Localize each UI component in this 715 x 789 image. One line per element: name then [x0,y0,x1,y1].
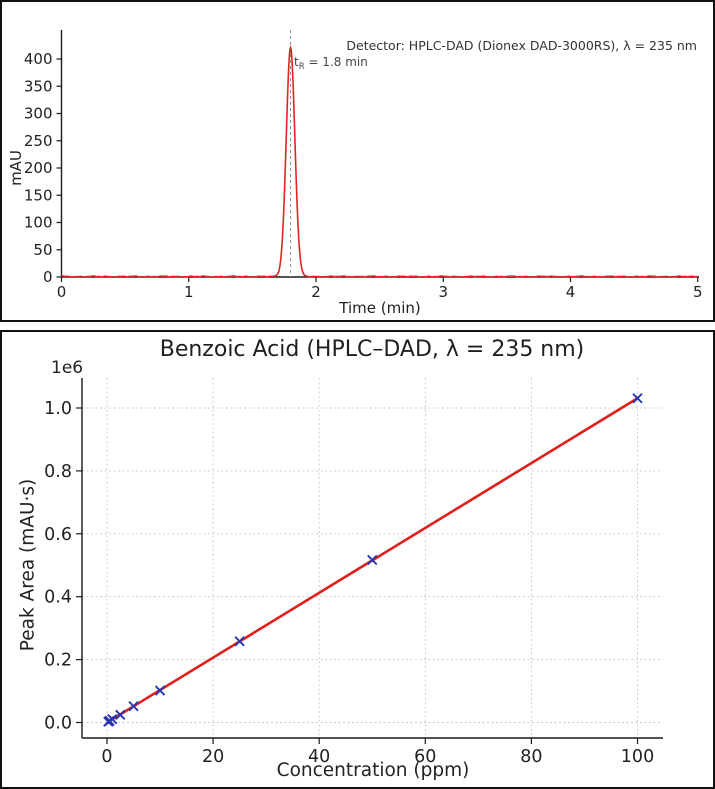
data-point-marker [154,685,166,696]
marker-stroke [115,709,126,720]
x-tick-label: 80 [520,747,542,767]
data-point-marker [115,709,126,720]
y-axis-offset-label: 1e6 [51,358,84,378]
y-tick-label: 0.8 [44,462,72,482]
chromatogram-x-axis-label: Time (min) [339,299,421,317]
y-tick-label: 300 [24,105,53,123]
retention-value: = 1.8 min [304,55,368,69]
marker-stroke [154,685,166,696]
y-tick-label: 0.2 [44,651,72,671]
y-tick-label: 250 [24,132,53,150]
x-tick-label: 0 [101,747,112,767]
y-tick-label: 50 [33,241,52,259]
retention-subscript: R [298,62,305,72]
y-tick-label: 150 [24,186,53,204]
calibration-title: Benzoic Acid (HPLC–DAD, λ = 235 nm) [159,337,585,362]
chromatogram-trace [61,45,698,278]
y-tick-label: 100 [24,214,53,232]
x-tick-label: 20 [202,747,224,767]
calibration-plot: 0 20 40 60 80 100 0.0 0.2 0.4 0.6 0.8 1.0 [44,378,663,767]
marker-stroke [128,700,139,712]
retention-time-annotation: tR = 1.8 min [294,55,368,72]
y-tick-label: 400 [24,50,53,68]
y-tick-label: 350 [24,77,53,95]
y-tick-label: 200 [24,159,53,177]
detector-note: Detector: HPLC-DAD (Dionex DAD-3000RS), … [346,38,697,53]
x-tick-label: 4 [566,283,576,301]
chromatogram-y-axis-label: mAU [7,150,25,186]
x-tick-label: 3 [438,283,448,301]
marker-stroke [234,636,245,647]
marker-stroke [367,554,378,566]
y-tick-label: 0.4 [44,588,72,608]
x-tick-label: 0 [57,283,67,301]
calibration-x-axis-label: Concentration (ppm) [276,760,470,781]
x-tick-label: 60 [414,747,436,767]
x-tick-label: 40 [308,747,330,767]
data-point-marker [128,700,139,712]
calibration-y-axis-label: Peak Area (mAU·s) [17,478,39,652]
marker-stroke [107,714,118,725]
data-point-marker [632,393,643,404]
calibration-panel: 0 20 40 60 80 100 0.0 0.2 0.4 0.6 0.8 1.0 Benzoic A… [0,330,715,789]
y-tick-label: 0 [43,268,53,286]
x-tick-label: 100 [621,747,654,767]
y-tick-label: 0.6 [44,525,72,545]
y-tick-label: 1.0 [44,399,72,419]
y-tick-label: 0.0 [44,714,72,734]
data-point-marker [107,714,118,725]
marker-stroke [632,393,643,404]
retention-base: t [294,55,299,69]
x-tick-label: 2 [311,283,321,301]
x-tick-label: 1 [184,283,194,301]
data-point-marker [367,554,378,566]
chromatogram-panel: 0 1 2 3 4 5 0 50 100 150 200 250 300 350 400 Detector:… [0,0,715,322]
x-tick-label: 5 [693,283,703,301]
data-point-marker [234,636,245,647]
